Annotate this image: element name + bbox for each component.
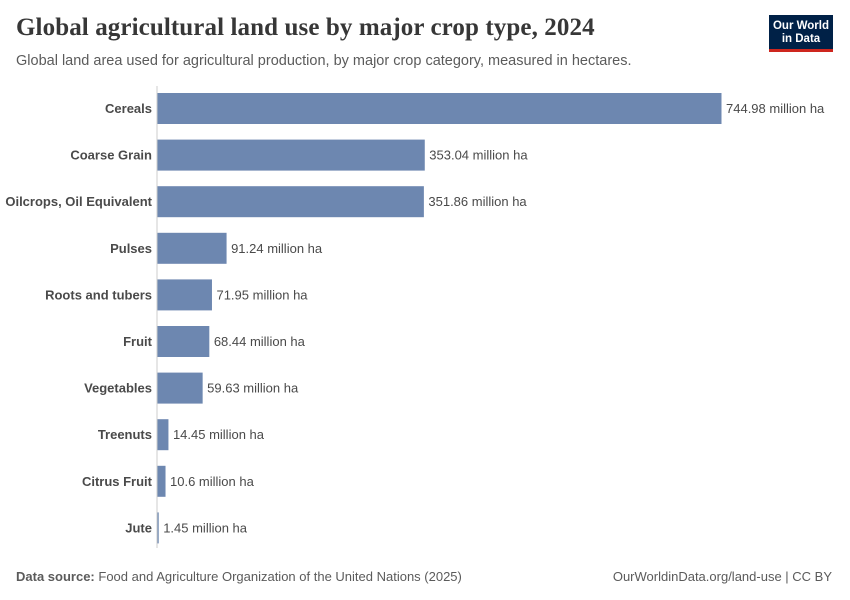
value-label: 10.6 million ha (170, 474, 255, 489)
category-label: Pulses (110, 241, 152, 256)
category-label: Oilcrops, Oil Equivalent (5, 194, 152, 209)
value-label: 744.98 million ha (726, 101, 825, 116)
category-label: Coarse Grain (70, 148, 152, 163)
bar[interactable] (157, 512, 159, 544)
owid-logo[interactable]: Our World in Data (769, 15, 833, 52)
data-source-label: Data source: (16, 569, 95, 584)
bar[interactable] (157, 232, 227, 264)
category-label: Roots and tubers (45, 287, 152, 302)
chart-subtitle: Global land area used for agricultural p… (16, 53, 632, 69)
bar[interactable] (157, 326, 210, 357)
bar[interactable] (157, 419, 169, 451)
logo-line-2: in Data (781, 33, 821, 45)
category-label: Cereals (105, 101, 152, 116)
category-label: Treenuts (98, 427, 152, 442)
category-label: Fruit (123, 334, 153, 349)
value-label: 1.45 million ha (163, 520, 248, 535)
value-label: 59.63 million ha (207, 381, 299, 396)
value-label: 14.45 million ha (173, 427, 265, 442)
value-label: 351.86 million ha (428, 194, 527, 209)
category-label: Vegetables (84, 381, 152, 396)
value-label: 353.04 million ha (429, 148, 528, 163)
data-source-text[interactable]: Food and Agriculture Organization of the… (98, 569, 462, 584)
logo-line-1: Our World (772, 20, 829, 32)
bar[interactable] (157, 372, 203, 404)
bar[interactable] (157, 93, 722, 124)
bar[interactable] (157, 139, 425, 171)
footer-link[interactable]: OurWorldinData.org/land-use | CC BY (612, 569, 832, 584)
value-label: 68.44 million ha (214, 334, 306, 349)
data-source: Data source: Food and Agriculture Organi… (16, 569, 462, 584)
value-label: 91.24 million ha (231, 241, 323, 256)
bar[interactable] (157, 279, 212, 311)
category-label: Citrus Fruit (82, 474, 153, 489)
category-label: Jute (125, 520, 152, 535)
bar[interactable] (157, 186, 424, 218)
chart-title: Global agricultural land use by major cr… (16, 14, 595, 41)
value-label: 71.95 million ha (216, 287, 308, 302)
bar[interactable] (157, 465, 166, 497)
